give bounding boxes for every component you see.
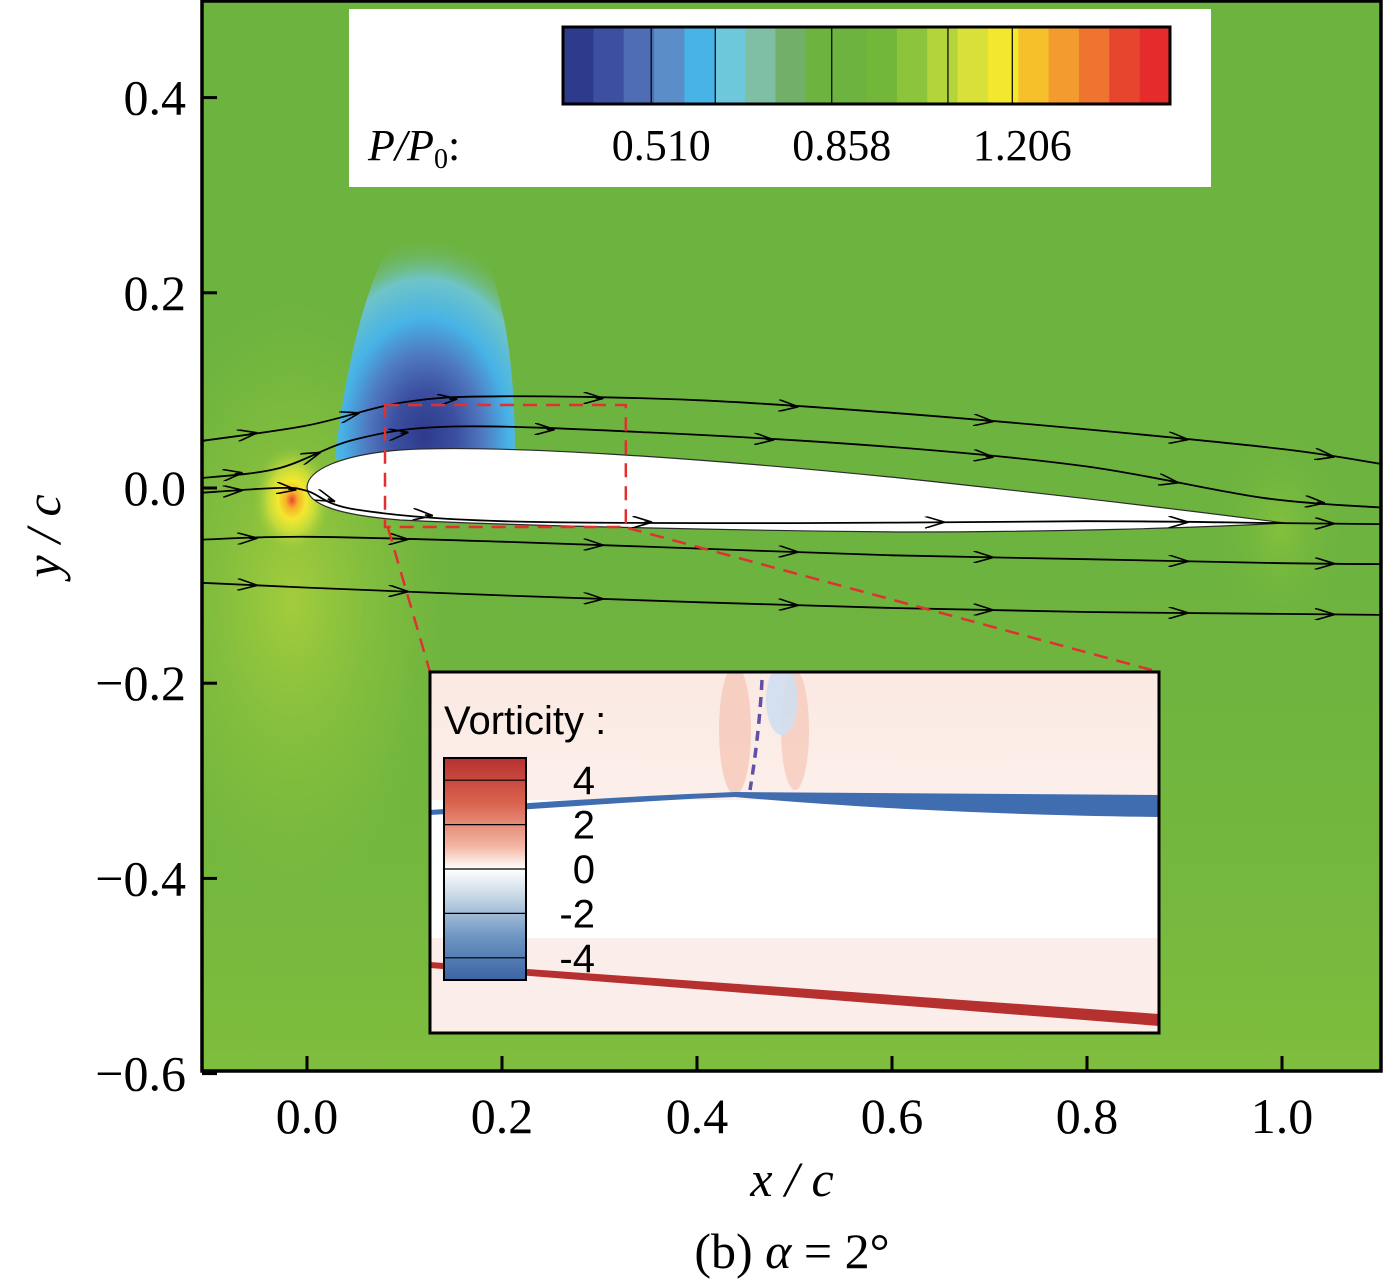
y-tick-label: −0.6 <box>95 1046 186 1102</box>
pressure-colorbar-band <box>1078 27 1110 104</box>
upper-surface-vorticity <box>430 792 1159 817</box>
plot-frame <box>200 0 1383 1073</box>
streamline <box>202 425 1380 509</box>
y-tick-label: 0.0 <box>124 460 187 516</box>
pressure-colorbar-tick-labels: 0.510 0.858 1.206 <box>612 121 1072 170</box>
x-tick-label: 0.8 <box>1056 1088 1119 1144</box>
pressure-colorbar-band <box>775 27 807 104</box>
streamline-arrow <box>791 406 799 407</box>
stagnation-point-region <box>252 445 332 555</box>
y-tick-label: −0.2 <box>95 655 186 711</box>
vorticity-title: Vorticity : <box>444 699 606 743</box>
y-axis-title: y / c <box>15 494 71 582</box>
pressure-colorbar-band <box>896 27 928 104</box>
lower-surface-vorticity <box>430 962 1159 1026</box>
pressure-colorbar-label: P/P0: <box>367 121 460 175</box>
streamline-arrow <box>425 515 433 516</box>
streamline-arrow <box>235 473 243 474</box>
pressure-colorbar-band <box>563 27 594 104</box>
x-tick-label: 1.0 <box>1251 1088 1314 1144</box>
zoom-connector-left <box>386 527 432 673</box>
vorticity-tick-label: 2 <box>573 804 595 848</box>
pressure-colorbar-band <box>866 27 898 104</box>
vorticity-inset: Vorticity : 420-2-4 <box>428 670 1161 1035</box>
x-tick-label: 0.4 <box>666 1088 729 1144</box>
streamline-arrow <box>352 413 360 415</box>
pressure-colorbar-frame <box>561 25 1172 106</box>
pressure-colorbar-band <box>957 27 989 104</box>
pressure-colorbar-band <box>684 27 716 104</box>
pressure-colorbar-band <box>927 27 959 104</box>
pressure-colorbar-band <box>836 27 868 104</box>
vorticity-tick-label: 0 <box>573 848 595 892</box>
streamline-arrow <box>328 499 335 502</box>
streamline-arrow <box>986 456 994 457</box>
streamline-arrow <box>313 452 320 455</box>
lower-boundary-layer-region <box>430 938 1159 1033</box>
pressure-colorbar-bands <box>563 27 1171 104</box>
pressure-colorbar-band <box>654 27 685 104</box>
pressure-colorbar-band <box>593 27 625 104</box>
shock-vortex-left <box>719 672 751 795</box>
pressure-colorbar-band <box>745 27 777 104</box>
inset-frame <box>428 670 1161 1035</box>
streamline-arrow <box>986 421 994 422</box>
y-tick-label: 0.2 <box>124 265 187 321</box>
streamline-arrow <box>1327 456 1335 457</box>
streamline-arrow <box>249 433 257 434</box>
x-tick-label: 0.0 <box>276 1088 339 1144</box>
trailing-edge-region <box>1210 420 1350 640</box>
pressure-colorbar-panel: P/P0: 0.510 0.858 1.206 <box>349 9 1211 187</box>
y-tick-label: 0.4 <box>124 70 187 126</box>
vorticity-tick-label: -4 <box>559 937 595 981</box>
zoom-region-box <box>383 403 628 529</box>
pressure-colorbar-tick-label: 0.510 <box>612 121 711 170</box>
pressure-colorbar-ticks <box>650 27 1013 104</box>
streamlines <box>202 396 1380 615</box>
y-tick-label: −0.4 <box>95 850 186 906</box>
pressure-colorbar-band <box>987 27 1019 104</box>
figure-caption: (b) α = 2° <box>694 1223 889 1279</box>
vorticity-colorbar-ticks: 420-2-4 <box>444 759 595 981</box>
vorticity-tick-label: -2 <box>559 892 595 936</box>
x-tick-label: 0.6 <box>861 1088 924 1144</box>
pressure-colorbar-tick-label: 0.858 <box>792 121 891 170</box>
streamline-arrow <box>1317 502 1325 503</box>
x-axis-ticks: 0.0 0.2 0.4 0.6 0.8 1.0 <box>276 1056 1314 1144</box>
streamline-arrow <box>1171 481 1179 482</box>
streamline-arrow <box>288 489 296 490</box>
pressure-colorbar-band <box>1109 27 1141 104</box>
pressure-colorbar-band <box>714 27 746 104</box>
pressure-colorbar-tick-label: 1.206 <box>973 121 1072 170</box>
streamline <box>202 486 1380 525</box>
pressure-colorbar-band <box>1048 27 1080 104</box>
y-axis-ticks: 0.4 0.2 0.0 −0.2 −0.4 −0.6 <box>95 70 217 1102</box>
shock-vortex-blue <box>766 672 798 735</box>
pressure-colorbar-band <box>1139 27 1171 104</box>
streamline-arrow <box>1181 439 1189 440</box>
x-axis-title: x / c <box>749 1151 833 1207</box>
pressure-colorbar-band <box>623 27 655 104</box>
x-tick-label: 0.2 <box>471 1088 534 1144</box>
streamline-arrow <box>401 432 409 433</box>
pressure-colorbar-band <box>1018 27 1050 104</box>
vorticity-tick-label: 4 <box>573 759 595 803</box>
shock-position-line <box>748 679 764 791</box>
